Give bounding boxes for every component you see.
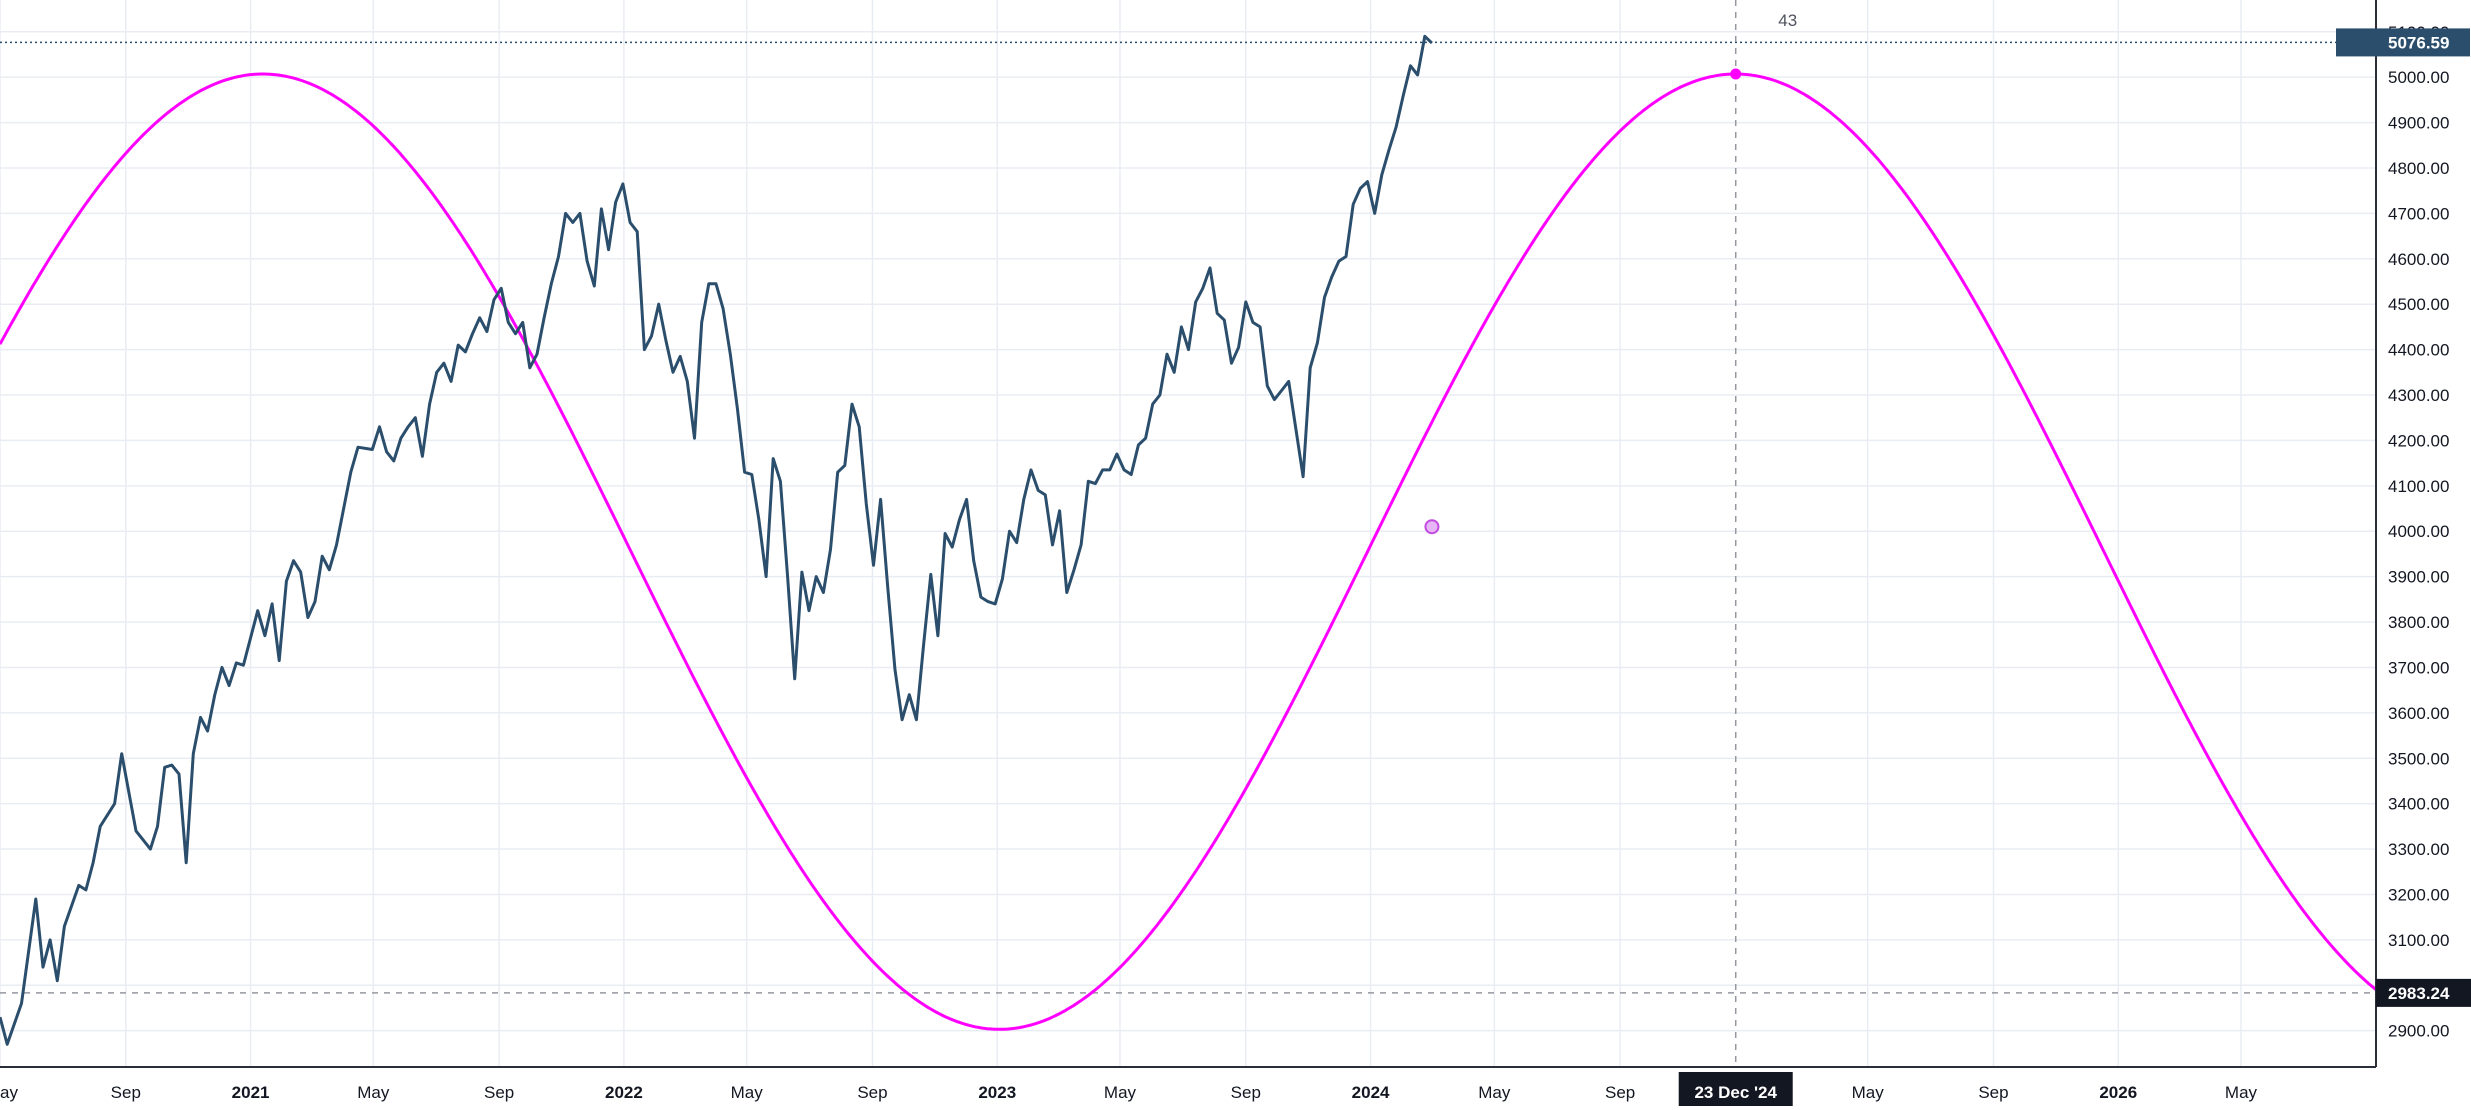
y-tick-label: 3300.00 bbox=[2388, 840, 2449, 859]
y-tick-label: 4800.00 bbox=[2388, 159, 2449, 178]
price-axis[interactable]: 2900.003000.003100.003200.003300.003400.… bbox=[2388, 23, 2449, 1041]
y-tick-label: 4700.00 bbox=[2388, 204, 2449, 223]
y-tick-label: 2900.00 bbox=[2388, 1022, 2449, 1041]
y-tick-label: 3600.00 bbox=[2388, 704, 2449, 723]
x-tick-label: May bbox=[357, 1083, 390, 1102]
x-tick-label: Sep bbox=[1605, 1083, 1635, 1102]
time-axis[interactable]: ay Sep 2021 May Sep 2022 May Sep 2023 May Sep 2024 M… bbox=[0, 1066, 2376, 1102]
cycle-sine-curve[interactable] bbox=[0, 72, 2377, 1031]
chart-grid bbox=[0, 0, 2376, 1067]
y-tick-label: 4300.00 bbox=[2388, 386, 2449, 405]
y-tick-label: 4200.00 bbox=[2388, 431, 2449, 450]
y-tick-label: 4600.00 bbox=[2388, 250, 2449, 269]
x-tick-label: Sep bbox=[1978, 1083, 2008, 1102]
y-tick-label: 4000.00 bbox=[2388, 522, 2449, 541]
y-tick-label: 3200.00 bbox=[2388, 885, 2449, 904]
cycle-peak-point[interactable] bbox=[1730, 68, 1742, 80]
x-tick-label: Sep bbox=[1231, 1083, 1261, 1102]
last-price-tag: 5076.59 bbox=[2336, 28, 2470, 57]
x-tick-label: Sep bbox=[857, 1083, 887, 1102]
curve-markers[interactable] bbox=[1424, 68, 1742, 535]
x-tick-label: 2026 bbox=[2099, 1083, 2137, 1102]
x-tick-label: May bbox=[1852, 1083, 1885, 1102]
x-tick-label: 2021 bbox=[232, 1083, 270, 1102]
last-price-tag-text: 5076.59 bbox=[2388, 33, 2449, 52]
y-tick-label: 3500.00 bbox=[2388, 749, 2449, 768]
crosshair-price-tag-text: 2983.24 bbox=[2388, 984, 2450, 1003]
y-tick-label: 3700.00 bbox=[2388, 658, 2449, 677]
y-tick-label: 4900.00 bbox=[2388, 114, 2449, 133]
y-tick-label: 4500.00 bbox=[2388, 295, 2449, 314]
x-tick-label: Sep bbox=[111, 1083, 141, 1102]
crosshair-date-tag-text: 23 Dec '24 bbox=[1694, 1083, 1777, 1102]
y-tick-label: 3100.00 bbox=[2388, 931, 2449, 950]
x-tick-label: ay bbox=[0, 1083, 18, 1102]
x-tick-label: May bbox=[1478, 1083, 1511, 1102]
crosshair-date-tag: 23 Dec '24 bbox=[1678, 1072, 1793, 1106]
x-tick-label: May bbox=[1104, 1083, 1137, 1102]
cycle-anchor-point[interactable] bbox=[1424, 519, 1440, 535]
y-tick-label: 3900.00 bbox=[2388, 568, 2449, 587]
x-tick-label: Sep bbox=[484, 1083, 514, 1102]
y-tick-label: 3400.00 bbox=[2388, 795, 2449, 814]
crosshair-price-tag: 2983.24 bbox=[2376, 978, 2471, 1007]
y-tick-label: 5000.00 bbox=[2388, 68, 2449, 87]
y-tick-label: 4400.00 bbox=[2388, 341, 2449, 360]
x-tick-label: 2024 bbox=[1352, 1083, 1390, 1102]
x-tick-label: 2022 bbox=[605, 1083, 643, 1102]
y-tick-label: 3800.00 bbox=[2388, 613, 2449, 632]
y-tick-label: 4100.00 bbox=[2388, 477, 2449, 496]
x-tick-label: 2023 bbox=[978, 1083, 1016, 1102]
bar-count-label: 43 bbox=[1778, 11, 1797, 30]
x-tick-label: May bbox=[731, 1083, 764, 1102]
x-tick-label: May bbox=[2225, 1083, 2258, 1102]
price-series-line[interactable] bbox=[0, 34, 1433, 1046]
